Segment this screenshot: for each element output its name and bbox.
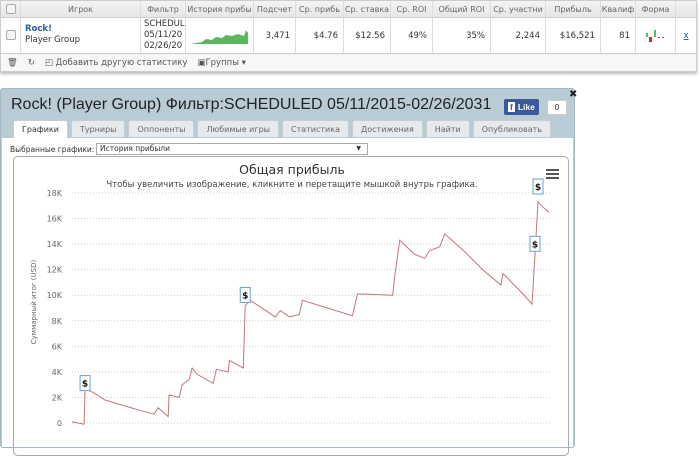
avg-profit-cell: $4.76 [296,18,344,53]
col-profit[interactable]: Прибыль [546,1,601,17]
col-avg-profit[interactable]: Ср. прибь [296,1,344,17]
chart-subtitle: Чтобы увеличить изображение, кликните и … [106,180,477,190]
chart-title: Общая прибыль [239,162,345,177]
dialog-tabs: Графики Турниры Оппоненты Любимые игры С… [13,120,551,139]
trash-icon[interactable]: 🗑 [7,58,18,68]
tab-charts[interactable]: Графики [13,120,68,139]
chart-selector-label: Выбранные графики: [10,145,95,154]
close-icon[interactable]: ✖ [569,89,578,100]
chart-selector[interactable]: История прибыли ▼ [96,143,368,155]
save-icon: ▣ [197,58,206,68]
qualif-cell: 81 [601,18,636,53]
player-dialog: Rock! (Player Group) Фильтр:SCHEDULED 05… [0,88,578,456]
chart-container[interactable]: Общая прибыль Чтобы увеличить изображени… [13,156,569,456]
col-player[interactable]: Игрок [21,1,141,17]
tab-achievements[interactable]: Достижения [351,120,423,137]
table-row: Rock! Player Group SCHEDUL 05/11/20 02/2… [1,18,696,54]
col-avg-stake[interactable]: Ср. ставка [344,1,391,17]
tab-find[interactable]: Найти [425,120,470,137]
refresh-icon[interactable]: ↻ [27,58,35,68]
tab-tournaments[interactable]: Турниры [70,120,126,137]
col-qualif[interactable]: Квалиф [601,1,636,17]
like-count: 0 [547,100,567,115]
row-checkbox[interactable] [1,18,21,53]
svg-text:$: $ [82,380,88,390]
dialog-title: Rock! (Player Group) Фильтр:SCHEDULED 05… [11,96,492,113]
y-tick-label: 4K [52,368,63,377]
y-tick-label: 12K [47,266,63,275]
add-stat-label: Добавить другую статистику [55,58,188,68]
y-tick-label: 2K [52,393,63,402]
flag-marker[interactable]: $ [529,235,541,252]
flag-marker[interactable]: $ [79,375,91,392]
svg-text:$: $ [535,183,541,193]
y-tick-label: 8K [52,317,63,326]
col-filter[interactable]: Фильтр [141,1,186,17]
avg-entrants-cell: 2,244 [491,18,546,53]
tab-opponents[interactable]: Оппоненты [128,120,195,137]
remove-row-button[interactable]: x [683,31,689,41]
total-roi-cell: 35% [433,18,491,53]
player-link[interactable]: Rock! [25,24,52,34]
filter-line: SCHEDUL [144,19,185,29]
window-icon: ◰ [44,58,56,68]
count-cell: 3,471 [254,18,296,53]
flag-marker[interactable]: $ [239,286,251,303]
col-avg-roi[interactable]: Ср. ROI [391,1,433,17]
tab-statistics[interactable]: Статистика [281,120,349,137]
filter-line: 02/26/20 [144,41,183,51]
y-tick-label: 0 [57,419,62,428]
like-label: Like [517,102,535,112]
dropdown-arrow-icon: ▼ [356,145,361,152]
stats-table: Игрок Фильтр История прибы Подсчет Ср. п… [0,0,697,72]
y-tick-label: 10K [47,291,63,300]
tab-favorite-games[interactable]: Любимые игры [197,120,279,137]
svg-text:$: $ [242,291,248,301]
table-toolbar: 🗑 ↻ ◰ Добавить другую статистику ▣Группы… [7,56,246,70]
form-sparkline [636,18,676,53]
groups-label: Группы [205,58,239,68]
select-all-checkbox[interactable] [1,1,21,17]
svg-text:$: $ [532,240,538,250]
filter-cell: SCHEDUL 05/11/20 02/26/20 [141,18,186,53]
profit-chart[interactable]: Общая прибыль Чтобы увеличить изображени… [14,157,570,457]
chart-selector-value: История прибыли [100,144,170,153]
y-tick-label: 16K [47,215,63,224]
chevron-down-icon: ▾ [241,58,246,68]
avg-roi-cell: 49% [391,18,433,53]
col-total-roi[interactable]: Общий ROI [433,1,491,17]
profit-series-line [71,200,550,425]
y-tick-label: 14K [47,240,63,249]
col-form[interactable]: Форма [636,1,676,17]
facebook-like-button[interactable]: f Like [504,99,539,115]
filter-line: 05/11/20 [144,30,183,40]
y-axis-label: Суммарный итог (USD) [30,260,38,345]
facebook-icon: f [508,102,515,112]
table-header: Игрок Фильтр История прибы Подсчет Ср. п… [1,1,696,18]
y-tick-label: 18K [47,189,63,198]
profit-cell: $16,521 [546,18,601,53]
col-avg-entrants[interactable]: Ср. участни [491,1,546,17]
y-tick-label: 6K [52,342,63,351]
player-group: Player Group [25,35,81,45]
flag-marker[interactable]: $ [532,178,544,195]
add-stat-button[interactable]: ◰ Добавить другую статистику [45,56,188,70]
tab-content: Выбранные графики: История прибыли ▼ Обща… [2,138,573,456]
tab-publish[interactable]: Опубликовать [472,120,551,137]
chart-menu-icon[interactable] [546,169,559,179]
profit-sparkline [186,18,254,53]
col-count[interactable]: Подсчет [254,1,296,17]
col-history[interactable]: История прибы [186,1,254,17]
groups-dropdown[interactable]: ▣Группы ▾ [197,56,245,70]
avg-stake-cell: $12.56 [344,18,391,53]
